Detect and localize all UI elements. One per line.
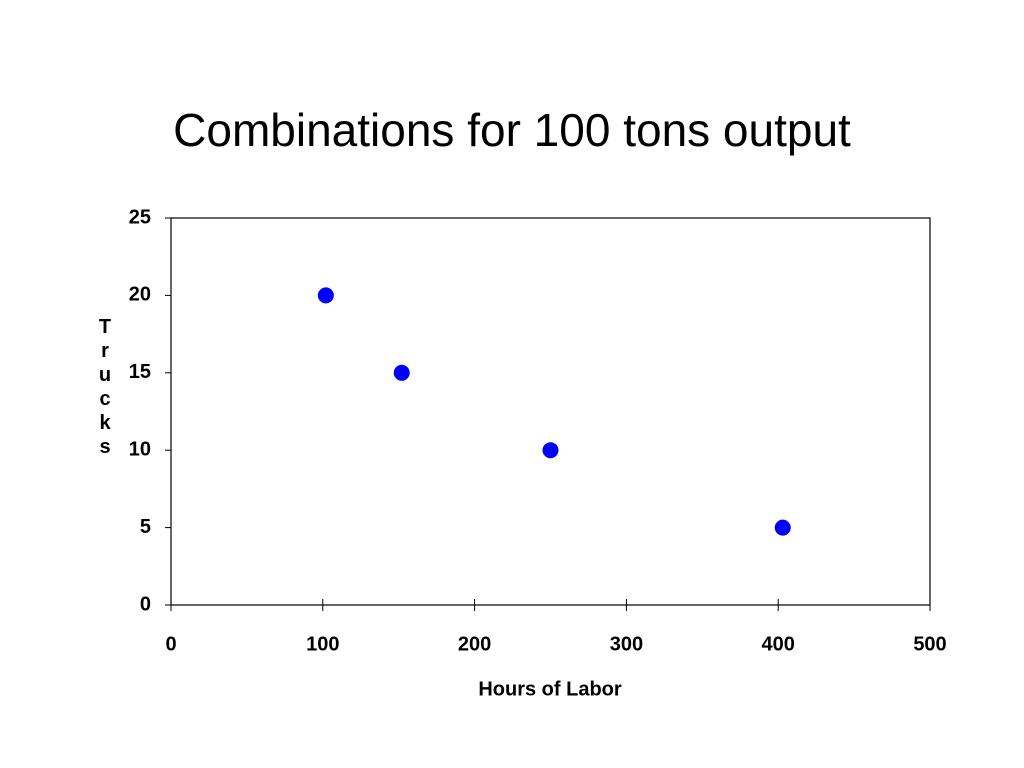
chart-title: Combinations for 100 tons output xyxy=(173,104,851,156)
x-tick-label: 400 xyxy=(762,633,795,655)
x-tick-label: 300 xyxy=(610,633,643,655)
y-tick-label: 10 xyxy=(129,438,151,460)
y-tick-label: 5 xyxy=(140,516,151,538)
x-tick-label: 200 xyxy=(458,633,491,655)
x-tick-label: 100 xyxy=(306,633,339,655)
plot-frame xyxy=(170,217,931,606)
x-axis-label: Hours of Labor xyxy=(478,678,622,700)
y-tick-label: 20 xyxy=(129,284,151,306)
point xyxy=(317,287,334,304)
point xyxy=(774,519,791,536)
point xyxy=(393,364,410,381)
y-tick-label: 25 xyxy=(129,206,151,228)
y-tick-label: 15 xyxy=(129,361,151,383)
x-tick-label: 500 xyxy=(913,633,946,655)
y-axis-label: Trucks xyxy=(94,316,116,460)
y-tick-label: 0 xyxy=(140,593,151,615)
point xyxy=(542,442,559,459)
x-tick-label: 0 xyxy=(165,633,176,655)
